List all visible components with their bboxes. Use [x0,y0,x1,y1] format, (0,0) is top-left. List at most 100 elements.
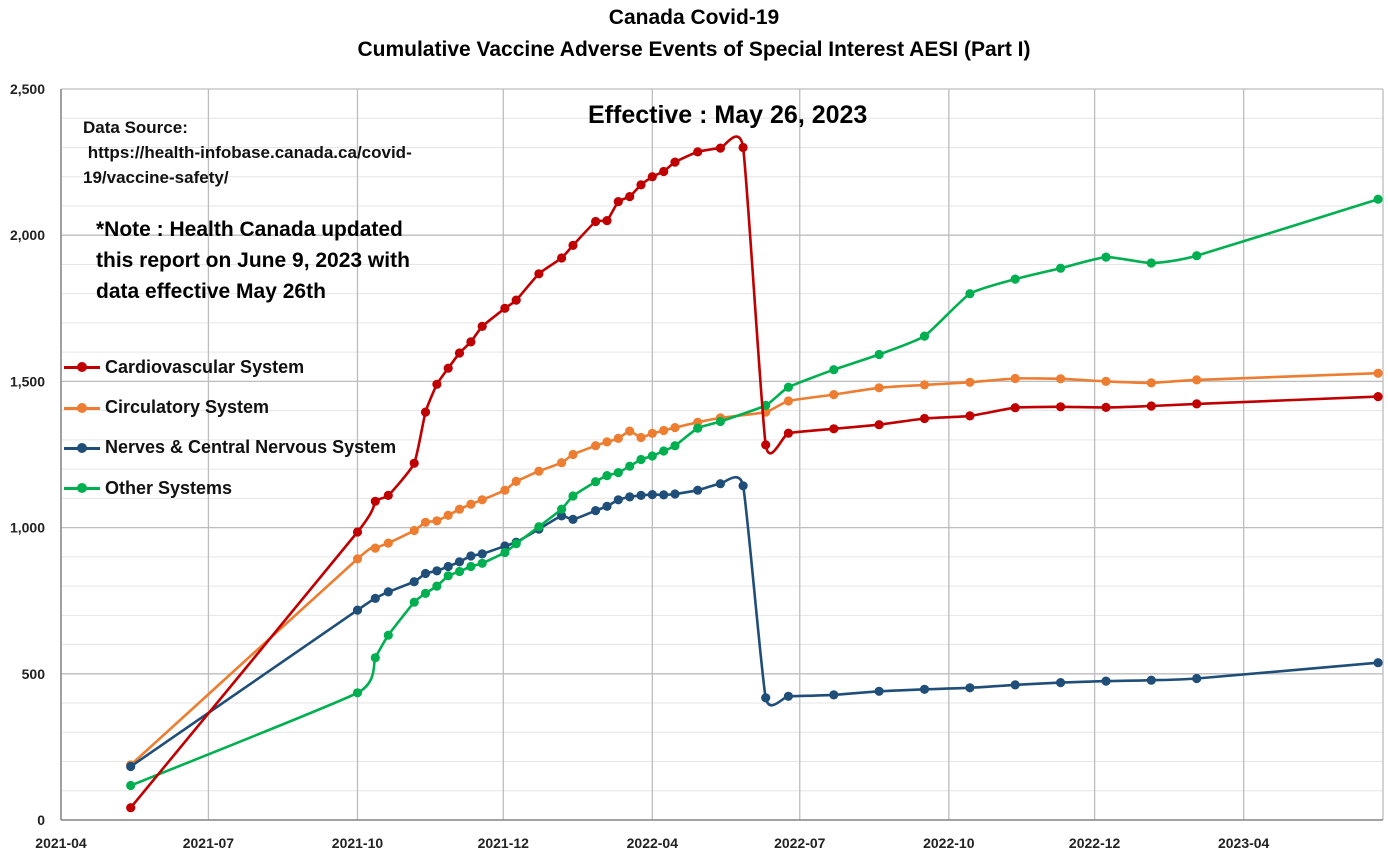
legend-item-circulatory: Circulatory System [64,387,396,427]
data-point-cardiovascular-system [761,440,771,450]
data-point-other-systems [568,491,578,501]
data-point-other-systems [659,446,669,456]
y-tick-label: 2,000 [10,227,45,243]
data-point-other-systems [647,451,657,461]
data-point-other-systems [613,468,623,478]
data-point-circulatory-system [557,458,567,468]
data-point-cardiovascular-system [1192,399,1202,409]
data-point-cardiovascular-system [783,428,794,438]
data-point-circulatory-system [500,485,510,495]
x-tick-label: 2023-04 [1218,835,1270,851]
data-point-other-systems [1101,252,1111,262]
note-line-2: this report on June 9, 2023 with [96,249,410,272]
y-tick-label: 0 [37,812,45,828]
data-point-cardiovascular-system [420,407,431,417]
data-point-cardiovascular-system [829,424,839,434]
data-point-circulatory-system [874,383,884,393]
data-point-other-systems [477,558,487,568]
data-point-other-systems [693,423,703,433]
data-point-other-systems [557,504,567,514]
data-point-cardiovascular-system [126,803,136,813]
data-point-nerves-central-nervous-system [965,683,975,693]
data-point-cardiovascular-system [715,143,726,153]
data-point-cardiovascular-system [613,197,623,207]
data-point-nerves-central-nervous-system [1373,658,1383,668]
x-tick-label: 2022-07 [774,835,826,851]
data-point-cardiovascular-system [1146,401,1156,411]
chart-subtitle: Cumulative Vaccine Adverse Events of Spe… [357,38,1031,61]
data-point-circulatory-system [383,538,393,548]
data-point-other-systems [443,571,453,581]
data-point-circulatory-system [829,390,839,400]
data-point-nerves-central-nervous-system [383,587,393,597]
data-point-cardiovascular-system [1373,392,1383,402]
data-point-circulatory-system [352,554,363,564]
data-point-cardiovascular-system [477,321,487,331]
legend-swatch-circulatory [64,401,100,415]
data-point-cardiovascular-system [370,496,380,506]
data-point-circulatory-system [432,516,442,526]
data-point-other-systems [1373,194,1383,204]
data-point-cardiovascular-system [1010,403,1020,413]
data-source-label: Data Source: [83,118,188,137]
data-point-other-systems [534,522,544,532]
data-point-cardiovascular-system [647,172,657,182]
data-point-other-systems [383,630,393,640]
data-point-nerves-central-nervous-system [1010,680,1020,690]
data-point-cardiovascular-system [1056,402,1066,412]
note-line-3: data effective May 26th [96,280,326,303]
x-tick-label: 2022-12 [1069,835,1121,851]
data-point-other-systems [636,454,646,465]
data-point-circulatory-system [1010,373,1020,384]
data-point-other-systems [466,561,476,572]
data-point-nerves-central-nervous-system [829,690,839,700]
data-point-circulatory-system [568,449,578,460]
x-tick-label: 2021-07 [183,835,235,851]
data-point-nerves-central-nervous-system [1101,676,1111,686]
x-tick-label: 2022-04 [627,835,679,851]
data-point-circulatory-system [443,510,453,520]
data-point-cardiovascular-system [625,192,635,202]
data-point-other-systems [591,477,601,487]
legend-swatch-nerves [64,441,100,455]
legend-item-nerves: Nerves & Central Nervous System [64,428,396,468]
data-point-other-systems [829,365,839,375]
data-point-nerves-central-nervous-system [432,566,442,576]
data-point-cardiovascular-system [443,363,453,373]
data-point-cardiovascular-system [659,166,669,177]
data-point-cardiovascular-system [432,379,442,389]
y-tick-label: 500 [22,666,46,682]
data-point-cardiovascular-system [557,253,567,263]
data-point-nerves-central-nervous-system [693,485,703,495]
data-source-url-line1: https://health-infobase.canada.ca/covid- [83,143,412,162]
legend-swatch-cardiovascular [64,360,100,374]
data-point-circulatory-system [454,504,465,514]
y-tick-label: 1,000 [10,520,45,536]
data-point-nerves-central-nervous-system [420,568,431,579]
data-point-nerves-central-nervous-system [738,481,748,491]
data-point-nerves-central-nervous-system [783,691,794,701]
data-point-nerves-central-nervous-system [602,501,612,511]
data-point-cardiovascular-system [693,147,703,157]
y-tick-label: 1,500 [10,373,45,389]
data-point-circulatory-system [919,380,930,390]
data-point-circulatory-system [602,437,612,447]
x-tick-label: 2021-04 [35,835,87,851]
data-point-other-systems [874,349,884,360]
data-point-nerves-central-nervous-system [370,593,380,604]
data-point-cardiovascular-system [965,411,975,421]
data-point-circulatory-system [370,543,380,553]
data-point-nerves-central-nervous-system [591,506,601,516]
data-point-circulatory-system [409,525,419,536]
x-tick-label: 2022-10 [923,835,975,851]
legend-label-nerves: Nerves & Central Nervous System [105,437,397,458]
data-point-nerves-central-nervous-system [715,479,726,489]
legend-label-cardiovascular: Cardiovascular System [105,356,305,377]
data-point-other-systems [454,566,465,577]
data-point-nerves-central-nervous-system [636,490,646,500]
legend-label-circulatory: Circulatory System [105,397,270,418]
data-point-nerves-central-nervous-system [670,489,680,499]
data-point-circulatory-system [591,441,601,451]
data-point-other-systems [409,597,419,607]
legend-label-other: Other Systems [105,477,233,498]
